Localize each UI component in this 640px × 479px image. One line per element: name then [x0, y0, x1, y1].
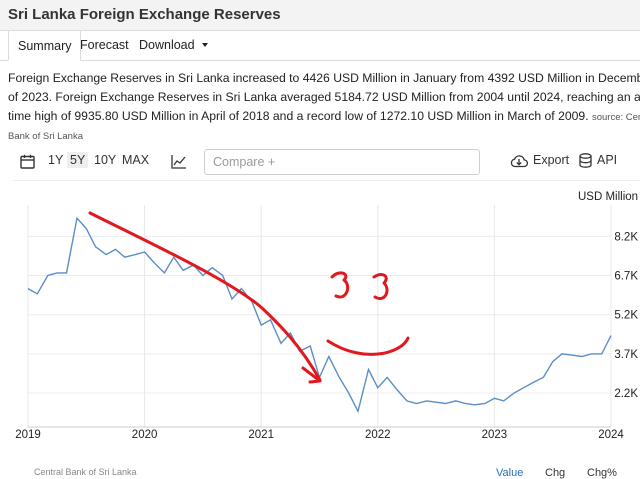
annotation-scribbles — [88, 211, 410, 384]
right-eye-scribble — [372, 273, 389, 300]
y-tick-label: 2.2K — [614, 388, 638, 400]
range-1y[interactable]: 1Y — [48, 153, 64, 167]
description: Foreign Exchange Reserves in Sri Lanka i… — [8, 69, 640, 146]
api-button[interactable]: API — [597, 153, 618, 167]
export-button[interactable]: Export — [533, 153, 570, 167]
description-line-2: of 2023. Foreign Exchange Reserves in Sr… — [8, 90, 640, 104]
x-tick-label: 2024 — [598, 429, 624, 441]
x-tick-label: 2019 — [15, 429, 41, 441]
page-title: Sri Lanka Foreign Exchange Reserves — [8, 6, 281, 23]
tab-download[interactable]: Download — [139, 30, 208, 60]
footer-source: Central Bank of Sri Lanka — [34, 467, 137, 477]
calendar-icon[interactable] — [20, 154, 35, 169]
y-tick-label: 8.2K — [614, 231, 638, 243]
line-chart-icon[interactable] — [171, 154, 187, 169]
description-line-3-text: time high of 9935.80 USD Million in Apri… — [8, 109, 589, 123]
title-bar: Sri Lanka Foreign Exchange Reserves — [0, 0, 640, 31]
tab-bar: Summary Forecast Download — [0, 30, 640, 61]
source-line[interactable]: Bank of Sri Lanka — [8, 131, 83, 142]
x-tick-label: 2020 — [132, 429, 158, 441]
chg-button[interactable]: Chg — [545, 467, 566, 479]
value-button[interactable]: Value — [496, 467, 524, 479]
tab-download-label: Download — [139, 38, 195, 52]
arrow-head — [301, 366, 322, 384]
x-tick-label: 2021 — [248, 429, 274, 441]
y-tick-label: 5.2K — [614, 310, 638, 322]
range-5y[interactable]: 5Y — [67, 152, 89, 168]
x-tick-labels: 2019 2020 2021 2022 2023 2024 — [15, 429, 624, 441]
range-max[interactable]: MAX — [122, 153, 150, 167]
description-line-1: Foreign Exchange Reserves in Sri Lanka i… — [8, 71, 640, 85]
cloud-download-icon[interactable] — [510, 154, 528, 168]
y-axis-unit: USD Million — [578, 191, 638, 203]
left-eye-scribble — [330, 271, 350, 299]
y-tick-label: 3.7K — [614, 349, 638, 361]
tab-summary[interactable]: Summary — [8, 30, 82, 61]
x-tick-label: 2023 — [482, 429, 508, 441]
y-tick-labels: 8.2K 6.7K 5.2K 3.7K 2.2K — [614, 231, 638, 400]
description-line-3: time high of 9935.80 USD Million in Apri… — [8, 107, 640, 127]
range-10y[interactable]: 10Y — [94, 153, 117, 167]
chart: USD Million 2019 2020 2021 2022 2023 2024 8.2… — [13, 180, 640, 441]
chevron-down-icon — [201, 42, 208, 47]
smile-mouth — [326, 336, 410, 356]
arrow-stroke — [88, 211, 322, 382]
chg-pct-button[interactable]: Chg% — [587, 467, 617, 479]
y-tick-label: 6.7K — [614, 271, 638, 283]
source-prefix: source: Centr — [591, 112, 640, 123]
compare-input[interactable] — [204, 149, 480, 175]
tab-forecast[interactable]: Forecast — [80, 38, 129, 52]
database-icon[interactable] — [579, 153, 592, 168]
chart-toolbar: 1Y 5Y 10Y MAX Export API — [10, 146, 640, 180]
x-tick-label: 2022 — [365, 429, 391, 441]
gridlines — [27, 205, 612, 428]
